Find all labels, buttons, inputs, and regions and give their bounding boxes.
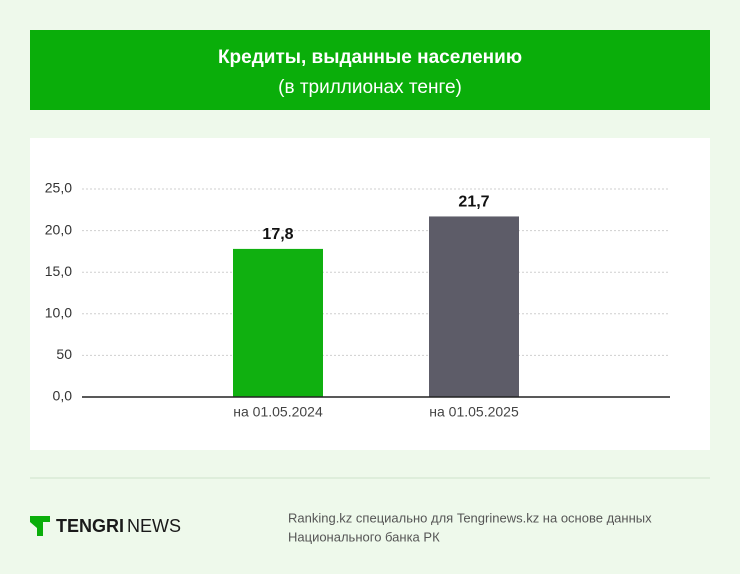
y-tick-label: 50 <box>56 346 72 362</box>
logo: TENGRI NEWS <box>30 516 181 536</box>
source-line: Национального банка РК <box>288 529 440 544</box>
value-label: 17,8 <box>262 226 293 243</box>
brand-bold: TENGRI <box>56 516 124 536</box>
source-line: Ranking.kz специально для Tengrinews.kz … <box>288 510 652 525</box>
y-tick-label: 10,0 <box>45 305 72 321</box>
x-tick-label: на 01.05.2025 <box>429 404 519 420</box>
brand-light: NEWS <box>127 516 181 536</box>
header-band <box>30 30 710 110</box>
bar <box>233 248 323 397</box>
chart-title: Кредиты, выданные населению <box>218 47 522 68</box>
y-tick-label: 15,0 <box>45 263 72 279</box>
logo-icon <box>30 516 50 536</box>
y-tick-label: 0,0 <box>53 388 73 404</box>
value-label: 21,7 <box>458 194 489 211</box>
bar <box>429 216 519 397</box>
y-tick-label: 20,0 <box>45 221 72 237</box>
y-tick-label: 25,0 <box>45 180 72 196</box>
x-tick-label: на 01.05.2024 <box>233 404 323 420</box>
chart-subtitle: (в триллионах тенге) <box>278 77 462 98</box>
chart-panel <box>30 138 710 450</box>
